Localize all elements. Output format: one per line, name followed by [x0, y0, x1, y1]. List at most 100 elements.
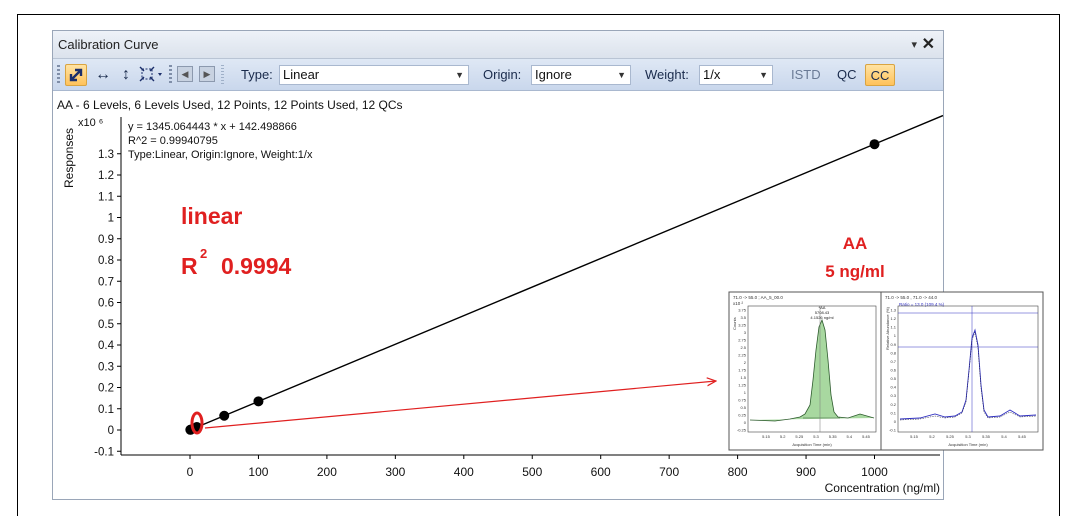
inset-x-tick-label: 5.2	[929, 434, 935, 439]
peak-label: *AA	[819, 305, 826, 310]
inset-x-tick-label: 5.45	[862, 434, 871, 439]
inset-border	[728, 291, 1044, 451]
fit-settings: Type:Linear, Origin:Ignore, Weight:1/x	[128, 149, 313, 161]
figure-frame	[17, 14, 1060, 516]
inset-y-tick-label: 0.5	[740, 405, 746, 410]
y-tick-label: 1.3	[98, 149, 114, 161]
x-tick-label: 100	[248, 465, 268, 479]
chevron-down-icon: ▼	[759, 70, 768, 80]
peak-area-fill	[749, 318, 875, 422]
istd-button[interactable]: ISTD	[791, 67, 821, 82]
previous-button[interactable]: ◀	[177, 66, 193, 82]
data-point	[253, 396, 264, 407]
window-title: Calibration Curve	[58, 37, 159, 52]
fit-equation: y = 1345.064443 * x + 142.498866	[128, 121, 297, 133]
inset-left-header: 71.0 -> 55.0 ; AA_5_00.0	[733, 295, 783, 300]
inset-y-tick-label: 1.2	[890, 316, 896, 321]
inset-y-tick-label: 3.25	[738, 323, 747, 328]
y-tick-label: 1.2	[98, 170, 114, 182]
inset-y-tick-label: 1.5	[740, 375, 746, 380]
close-icon[interactable]: ✕	[921, 36, 935, 53]
inset-y-tick-label: -0.1	[889, 428, 897, 433]
inset-y-tick-label: 0.6	[890, 368, 896, 373]
dropdown-pin-icon[interactable]: ▾	[911, 39, 917, 51]
y-multiplier: x10 ⁶	[78, 117, 103, 129]
inset-y-tick-label: -0.25	[737, 428, 747, 433]
next-button[interactable]: ▶	[199, 66, 215, 82]
qualifier-trace	[899, 328, 1037, 420]
type-select[interactable]: Linear ▼	[279, 65, 469, 85]
y-ticks: -0.1 0 0.1 0.2 0.3 0.4 0.5 0.6 0.7 0.8 0.9 1 1.1 1.2 1…	[94, 149, 121, 458]
fit-x-icon: ↔	[95, 66, 111, 83]
origin-select[interactable]: Ignore ▼	[531, 65, 631, 85]
y-tick-label: 1.1	[98, 191, 114, 203]
inset-left-plot-area	[747, 305, 877, 433]
x-tick-label: 600	[591, 465, 611, 479]
y-tick-label: 0.7	[98, 276, 114, 288]
peak-rt: 4.1526 ng/ml	[810, 315, 833, 320]
inset-left-y-ticks: 3.75 3.5 3.25 3 2.75 2.5 2.25 2 1.75 1.5 1.25 1 0.75…	[737, 308, 747, 433]
inset-x-tick-label: 5.25	[795, 434, 804, 439]
inset-right-ratio: Ratio = 13.0 (109.4 %)	[899, 302, 945, 307]
inset-y-tick-label: 0.75	[738, 398, 747, 403]
inset-x-tick-label: 5.4	[847, 434, 853, 439]
fit-line	[189, 114, 944, 431]
quantifier-trace	[899, 331, 1037, 421]
y-tick-label: 0.9	[98, 234, 114, 246]
title-bar: Calibration Curve ▾ ✕	[53, 31, 943, 59]
inset-x-tick-label: 5.35	[982, 434, 991, 439]
y-axis-title: Responses	[62, 128, 76, 188]
x-tick-label: 0	[187, 465, 194, 479]
fit-x-button[interactable]: ↔	[93, 64, 113, 86]
inset-left-ylabel: Counts	[732, 317, 737, 330]
toolbar-grip[interactable]	[57, 65, 60, 85]
concentration-annotation: 5 ng/ml	[825, 262, 885, 281]
toolbar-separator	[221, 65, 224, 85]
inset-y-tick-label: 1.1	[890, 325, 896, 330]
chevron-down-icon: ▼	[455, 70, 464, 80]
inset-y-tick-label: 1	[744, 390, 747, 395]
inset-y-tick-label: 2.25	[738, 353, 747, 358]
origin-value: Ignore	[535, 67, 572, 82]
zoom-button[interactable]	[139, 64, 165, 86]
zoom-icon	[139, 66, 162, 82]
inset-y-tick-label: 1	[894, 333, 897, 338]
inset-right-y-ticks: 1.3 1.2 1.1 1 0.9 0.8 0.7 0.6 0.5 0.4 0.3 0.2 0.1 0 -0…	[889, 308, 897, 433]
qc-button[interactable]: QC	[837, 67, 857, 82]
autoscale-icon	[69, 68, 83, 82]
inset-left-x-ticks: 5.15 5.2 5.25 5.3 5.35 5.4 5.45	[762, 434, 871, 439]
inset-panel: 71.0 -> 55.0 ; AA_5_00.0 x10 ² Counts 3.…	[728, 291, 1044, 451]
inset-right-ylabel: Relative Abundance (%)	[885, 306, 890, 350]
weight-select[interactable]: 1/x ▼	[699, 65, 773, 85]
r-superscript: 2	[200, 246, 207, 261]
y-tick-label: 0.4	[98, 340, 115, 352]
inset-y-tick-label: 0.7	[890, 359, 896, 364]
highlight-circle	[190, 411, 204, 435]
inset-y-tick-label: 0.2	[890, 402, 896, 407]
inset-y-tick-label: 3	[744, 330, 747, 335]
y-tick-label: 0.2	[98, 383, 114, 395]
inset-y-tick-label: 0.9	[890, 342, 896, 347]
annotation-arrow	[204, 381, 716, 429]
cc-button[interactable]: CC	[865, 64, 895, 86]
data-point	[869, 139, 880, 150]
inset-y-tick-label: 3.5	[740, 315, 746, 320]
autoscale-button[interactable]	[65, 64, 87, 86]
prev-icon: ◀	[181, 69, 189, 79]
fit-y-button[interactable]: ↕	[117, 64, 135, 86]
y-tick-label: 1	[108, 213, 114, 225]
weight-value: 1/x	[703, 67, 721, 82]
inset-x-tick-label: 5.25	[946, 434, 955, 439]
inset-left-multiplier: x10 ²	[733, 301, 744, 306]
inset-right-plot-area	[897, 305, 1039, 433]
inset-y-tick-label: 0.8	[890, 350, 896, 355]
y-tick-label: 0.3	[98, 361, 114, 373]
r-annotation: R	[181, 253, 198, 279]
data-point	[219, 410, 230, 421]
x-ticks: 0 100 200 300 400 500 600 700 800 900 1000	[187, 455, 888, 479]
x-tick-label: 1000	[861, 465, 888, 479]
inset-right-x-ticks: 5.15 5.2 5.25 5.3 5.35 5.4 5.45	[910, 434, 1027, 439]
inset-x-tick-label: 5.35	[829, 434, 838, 439]
inset-left-xlabel: Acquisition Time (min)	[792, 442, 832, 447]
peak-area: 5708.43	[815, 310, 830, 315]
